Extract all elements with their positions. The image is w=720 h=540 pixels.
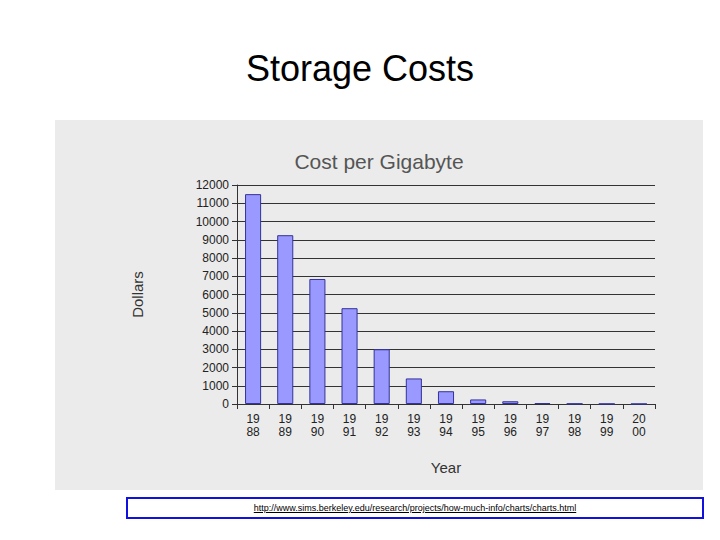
svg-text:19: 19 (568, 412, 582, 426)
svg-text:98: 98 (568, 425, 582, 439)
svg-text:19: 19 (471, 412, 485, 426)
svg-text:90: 90 (311, 425, 325, 439)
svg-text:4000: 4000 (202, 324, 229, 338)
svg-text:8000: 8000 (202, 251, 229, 265)
svg-text:2000: 2000 (202, 361, 229, 375)
svg-text:19: 19 (504, 412, 518, 426)
svg-text:97: 97 (536, 425, 550, 439)
svg-text:Year: Year (431, 459, 461, 476)
svg-text:6000: 6000 (202, 288, 229, 302)
svg-text:93: 93 (407, 425, 421, 439)
svg-text:94: 94 (439, 425, 453, 439)
svg-text:19: 19 (246, 412, 260, 426)
svg-text:1000: 1000 (202, 379, 229, 393)
svg-text:11000: 11000 (197, 196, 230, 210)
svg-text:19: 19 (439, 412, 453, 426)
html-text:Storage Costs: Storage Costs (245, 48, 475, 89)
svg-text:20: 20 (632, 412, 646, 426)
svg-text:Cost per Gigabyte: Cost per Gigabyte (294, 150, 463, 173)
svg-text:96: 96 (504, 425, 518, 439)
svg-text:0: 0 (222, 397, 229, 411)
html-text:http://www.sims.berkeley.edu/r: http://www.sims.berkeley.edu/research/pr… (253, 503, 577, 513)
svg-text:92: 92 (375, 425, 389, 439)
svg-text:19: 19 (311, 412, 325, 426)
svg-text:88: 88 (246, 425, 260, 439)
svg-text:9000: 9000 (202, 233, 229, 247)
svg-text:91: 91 (343, 425, 357, 439)
svg-text:89: 89 (279, 425, 293, 439)
svg-text:19: 19 (343, 412, 357, 426)
svg-text:7000: 7000 (202, 269, 229, 283)
svg-text:99: 99 (600, 425, 614, 439)
svg-text:00: 00 (632, 425, 646, 439)
svg-text:5000: 5000 (202, 306, 229, 320)
svg-text:19: 19 (279, 412, 293, 426)
svg-text:3000: 3000 (202, 342, 229, 356)
svg-text:12000: 12000 (196, 178, 230, 192)
svg-text:19: 19 (536, 412, 550, 426)
svg-text:10000: 10000 (196, 215, 230, 229)
svg-text:19: 19 (407, 412, 421, 426)
svg-text:95: 95 (471, 425, 485, 439)
svg-text:19: 19 (600, 412, 614, 426)
svg-text:19: 19 (375, 412, 389, 426)
svg-text:Dollars: Dollars (129, 271, 146, 318)
